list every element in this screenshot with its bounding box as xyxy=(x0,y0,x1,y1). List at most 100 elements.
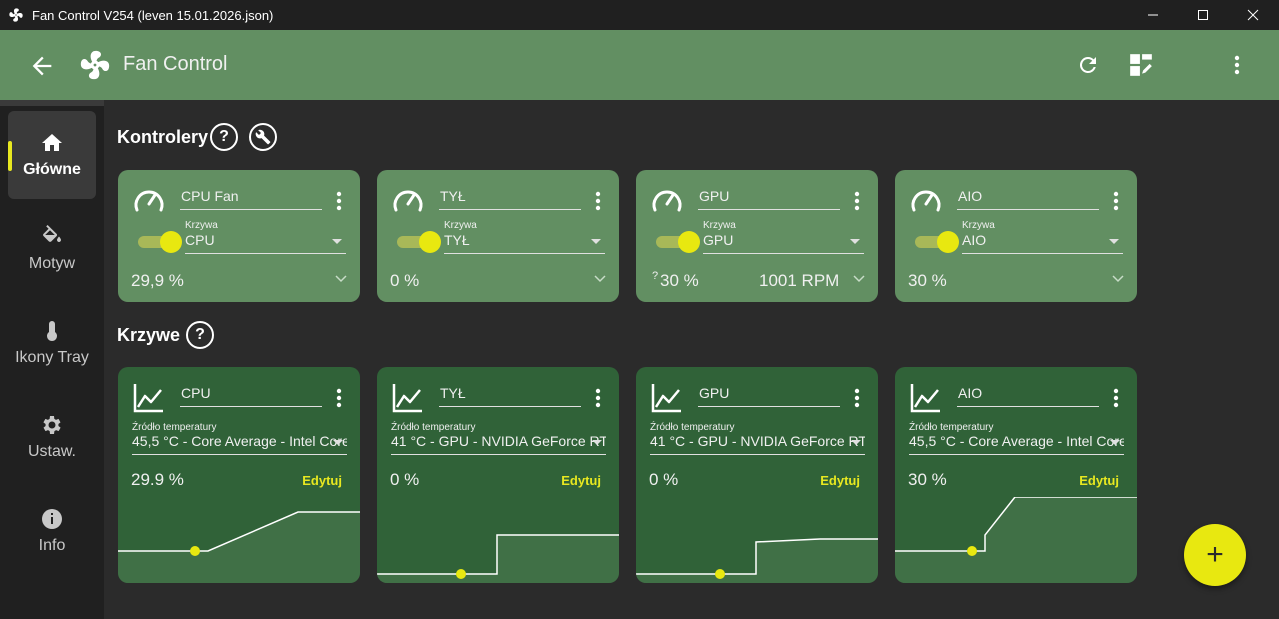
controller-value: 30 % xyxy=(660,271,699,290)
app-title: Fan Control xyxy=(123,53,228,75)
sidebar-item-info[interactable]: Info xyxy=(8,487,96,575)
controller-enable-toggle[interactable] xyxy=(397,231,441,253)
curve-graph xyxy=(377,534,619,583)
curve-select-value: AIO xyxy=(962,232,987,248)
more-vertical-icon[interactable] xyxy=(332,387,346,409)
sidebar-item-label: Ikony Tray xyxy=(15,349,89,366)
dropdown-caret-icon xyxy=(1109,239,1119,244)
curve-value: 0 % xyxy=(390,470,420,489)
wrench-icon xyxy=(255,129,271,145)
refresh-button[interactable] xyxy=(1073,50,1103,80)
controller-name-field[interactable]: CPU Fan xyxy=(180,188,322,210)
sidebar-item-tray-icons[interactable]: Ikony Tray xyxy=(8,299,96,387)
info-icon xyxy=(42,509,62,529)
maximize-button[interactable] xyxy=(1178,0,1228,30)
dropdown-caret-icon xyxy=(1110,440,1120,445)
dropdown-caret-icon xyxy=(332,239,342,244)
controller-enable-toggle[interactable] xyxy=(138,231,182,253)
refresh-icon xyxy=(1079,56,1096,73)
curve-name-field[interactable]: AIO xyxy=(957,385,1099,407)
more-vertical-icon xyxy=(1234,55,1240,75)
curve-select[interactable]: AIO xyxy=(962,232,1123,254)
temp-source-label: Źródło temperatury xyxy=(391,422,476,433)
controller-card-cpu-fan: CPU Fan Krzywa CPU 29,9 % xyxy=(118,170,360,302)
curve-select-value: GPU xyxy=(703,232,734,248)
more-vertical-icon[interactable] xyxy=(591,387,605,409)
paint-bucket-icon xyxy=(43,225,61,242)
more-vertical-icon[interactable] xyxy=(850,190,864,212)
curve-select[interactable]: TYŁ xyxy=(444,232,605,254)
more-vertical-icon[interactable] xyxy=(332,190,346,212)
controllers-settings-button[interactable] xyxy=(249,123,277,151)
temp-source-select[interactable]: 45,5 °C - Core Average - Intel Core xyxy=(909,433,1124,455)
more-vertical-icon[interactable] xyxy=(1109,190,1123,212)
edit-curve-button[interactable]: Edytuj xyxy=(561,473,601,488)
chevron-down-icon[interactable] xyxy=(852,274,866,284)
curve-select[interactable]: CPU xyxy=(185,232,346,254)
curves-section-title: Krzywe xyxy=(117,325,181,345)
controllers-section-title: Kontrolery xyxy=(117,127,209,147)
more-menu-button[interactable] xyxy=(1222,50,1252,80)
line-chart-icon xyxy=(133,384,163,413)
more-vertical-icon[interactable] xyxy=(850,387,864,409)
gear-icon xyxy=(43,416,61,434)
controller-name-field[interactable]: AIO xyxy=(957,188,1099,210)
curve-select-label: Krzywa xyxy=(444,220,477,231)
chevron-down-icon[interactable] xyxy=(593,274,607,284)
back-arrow-icon[interactable] xyxy=(28,52,56,80)
curve-card-gpu: GPU Źródło temperatury 41 °C - GPU - NVI… xyxy=(636,367,878,583)
sidebar-item-label: Motyw xyxy=(28,255,76,272)
sidebar-item-home[interactable]: Główne xyxy=(8,111,96,199)
temp-source-label: Źródło temperatury xyxy=(132,422,217,433)
window-title: Fan Control V254 (leven 15.01.2026.json) xyxy=(32,7,274,23)
curve-card-aio: AIO Źródło temperatury 45,5 °C - Core Av… xyxy=(895,367,1137,583)
add-button[interactable]: + xyxy=(1184,524,1246,586)
edit-curve-button[interactable]: Edytuj xyxy=(1079,473,1119,488)
sidebar-item-label: Ustaw. xyxy=(27,443,76,460)
app-bar: Fan Control xyxy=(0,30,1279,100)
curve-value: 0 % xyxy=(649,470,679,489)
curve-current-point xyxy=(190,546,200,556)
close-button[interactable] xyxy=(1228,0,1278,30)
dropdown-caret-icon xyxy=(333,440,343,445)
curve-name-field[interactable]: TYŁ xyxy=(439,385,581,407)
calibration-question-mark: ? xyxy=(652,270,659,282)
curve-value: 30 % xyxy=(908,470,947,489)
curve-graph xyxy=(895,497,1137,583)
more-vertical-icon[interactable] xyxy=(1109,387,1123,409)
curve-select[interactable]: GPU xyxy=(703,232,864,254)
curve-name-field[interactable]: CPU xyxy=(180,385,322,407)
controller-name-field[interactable]: GPU xyxy=(698,188,840,210)
edit-curve-button[interactable]: Edytuj xyxy=(820,473,860,488)
curve-graph xyxy=(636,538,878,583)
sidebar-item-label: Główne xyxy=(23,161,81,178)
sidebar-item-settings[interactable]: Ustaw. xyxy=(8,393,96,481)
controller-enable-toggle[interactable] xyxy=(656,231,700,253)
sidebar-item-theme[interactable]: Motyw xyxy=(8,205,96,293)
controller-enable-toggle[interactable] xyxy=(915,231,959,253)
chevron-down-icon[interactable] xyxy=(1111,274,1125,284)
temp-source-select[interactable]: 45,5 °C - Core Average - Intel Core xyxy=(132,433,347,455)
curves-help-button[interactable]: ? xyxy=(186,321,214,349)
minimize-icon xyxy=(1148,14,1158,16)
line-chart-icon xyxy=(392,384,422,413)
minimize-button[interactable] xyxy=(1128,0,1178,30)
temp-source-value: 41 °C - GPU - NVIDIA GeForce RTX xyxy=(650,433,865,449)
controller-card-aio: AIO Krzywa AIO 30 % xyxy=(895,170,1137,302)
curve-card-cpu: CPU Źródło temperatury 45,5 °C - Core Av… xyxy=(118,367,360,583)
more-vertical-icon[interactable] xyxy=(591,190,605,212)
controller-name-field[interactable]: TYŁ xyxy=(439,188,581,210)
curve-select-label: Krzywa xyxy=(703,220,736,231)
temp-source-select[interactable]: 41 °C - GPU - NVIDIA GeForce RTX xyxy=(391,433,606,455)
controller-value: 30 % xyxy=(908,271,947,290)
temp-source-value: 45,5 °C - Core Average - Intel Core xyxy=(909,433,1124,449)
temp-source-select[interactable]: 41 °C - GPU - NVIDIA GeForce RTX xyxy=(650,433,865,455)
dashboard-edit-button[interactable] xyxy=(1126,50,1156,80)
temp-source-label: Źródło temperatury xyxy=(650,422,735,433)
chevron-down-icon[interactable] xyxy=(334,274,348,284)
gauge-icon xyxy=(134,190,164,212)
edit-curve-button[interactable]: Edytuj xyxy=(302,473,342,488)
plus-icon: + xyxy=(1206,538,1224,571)
controllers-help-button[interactable]: ? xyxy=(210,123,238,151)
curve-name-field[interactable]: GPU xyxy=(698,385,840,407)
